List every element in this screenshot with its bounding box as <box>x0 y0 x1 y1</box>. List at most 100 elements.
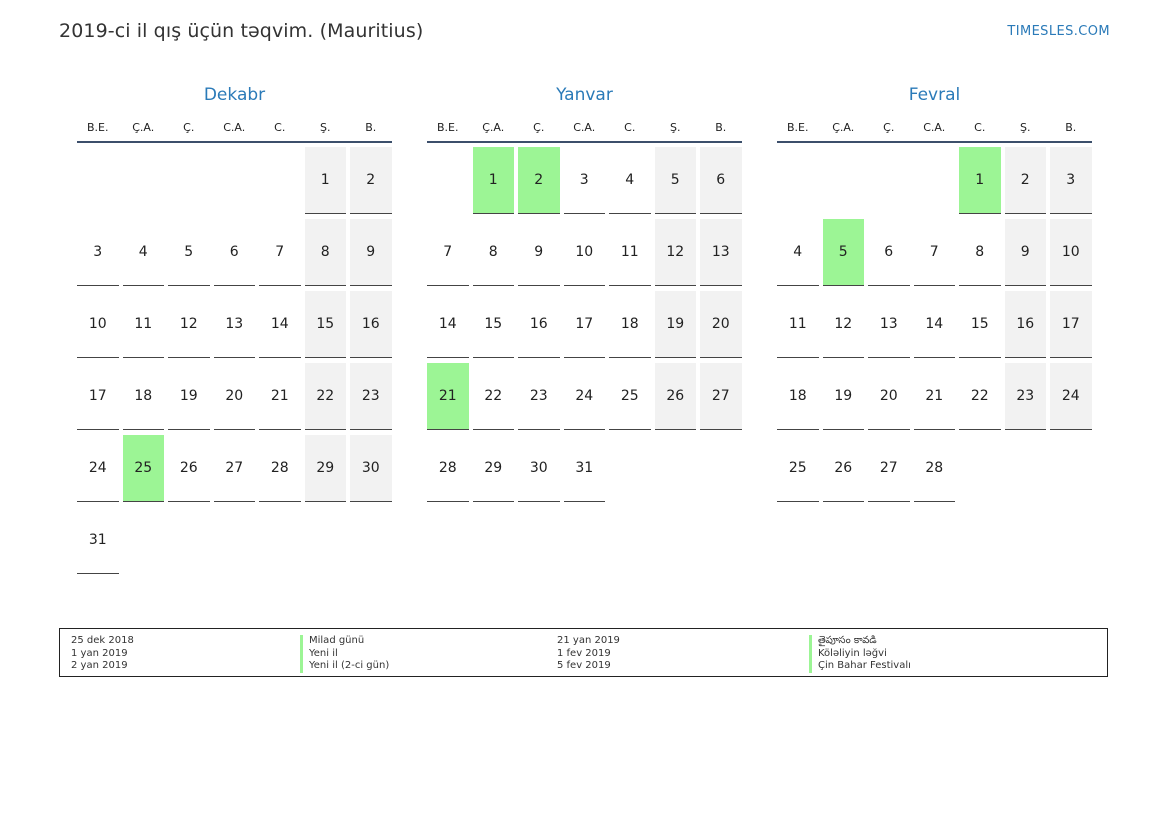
day-cell: 29 <box>304 435 346 502</box>
day-cell: 31 <box>77 507 119 574</box>
day-cell: 4 <box>609 147 651 214</box>
holiday-day-cell: 1 <box>959 147 1001 214</box>
holiday-day-cell: 5 <box>822 219 864 286</box>
weekday-label: Ç.A. <box>832 121 855 134</box>
weekday-label: B.E. <box>787 121 809 134</box>
day-cell: 26 <box>168 435 210 502</box>
day-cell: 24 <box>77 435 119 502</box>
day-cell: 11 <box>777 291 819 358</box>
empty-day-cell <box>427 147 469 214</box>
weekday-label: B. <box>1065 121 1077 134</box>
day-cell: 4 <box>777 219 819 286</box>
day-cell: 27 <box>700 363 742 430</box>
legend-dates-col-1: 25 dek 2018 1 yan 2019 2 yan 2019 <box>71 635 134 673</box>
day-cell: 10 <box>77 291 119 358</box>
month-dekabr: Dekabr B.E. Ç.A. Ç. C.A. C. Ş. B. 1 2 3 4 5 6 7 8 9 10 11 1… <box>77 82 392 574</box>
day-cell: 10 <box>563 219 605 286</box>
day-cell: 7 <box>913 219 955 286</box>
legend-dates-col-2: 21 yan 2019 1 fev 2019 5 fev 2019 <box>557 635 620 673</box>
day-cell: 9 <box>350 219 392 286</box>
day-cell: 6 <box>213 219 255 286</box>
day-cell: 28 <box>259 435 301 502</box>
day-cell: 22 <box>472 363 514 430</box>
legend-date: 2 yan 2019 <box>71 660 128 672</box>
day-cell: 11 <box>609 219 651 286</box>
holiday-day-cell: 1 <box>472 147 514 214</box>
day-cell: 2 <box>350 147 392 214</box>
day-cell: 12 <box>168 291 210 358</box>
day-cell: 24 <box>1050 363 1092 430</box>
day-cell: 28 <box>913 435 955 502</box>
day-cell: 18 <box>609 291 651 358</box>
empty-day-cell <box>168 147 210 214</box>
day-cell: 16 <box>350 291 392 358</box>
weekday-label: Ç. <box>533 121 545 134</box>
day-cell: 1 <box>304 147 346 214</box>
day-cell: 15 <box>959 291 1001 358</box>
day-cell: 22 <box>959 363 1001 430</box>
day-grid: 1 2 3 4 5 6 7 8 9 10 11 12 13 14 15 16 17 18 19 20 21 22 23 24 2… <box>777 147 1092 502</box>
weekday-label: Ş. <box>320 121 331 134</box>
day-cell: 21 <box>259 363 301 430</box>
month-title: Dekabr <box>203 85 266 105</box>
empty-day-cell <box>259 147 301 214</box>
day-cell: 21 <box>913 363 955 430</box>
empty-day-cell <box>123 147 165 214</box>
day-cell: 22 <box>304 363 346 430</box>
day-cell: 28 <box>427 435 469 502</box>
day-cell: 5 <box>168 219 210 286</box>
weekday-label: Ç.A. <box>132 121 155 134</box>
weekday-header: B.E. Ç.A. Ç. C.A. C. Ş. B. <box>777 114 1092 143</box>
empty-day-cell <box>77 147 119 214</box>
day-grid: 1 2 3 4 5 6 7 8 9 10 11 12 13 14 15 16 17 18 19 20 21 22 23 24 2… <box>77 147 392 574</box>
weekday-label: B. <box>715 121 727 134</box>
weekday-label: Ç. <box>883 121 895 134</box>
day-cell: 13 <box>868 291 910 358</box>
legend-date: 25 dek 2018 <box>71 635 134 646</box>
weekday-header: B.E. Ç.A. Ç. C.A. C. Ş. B. <box>427 114 742 143</box>
day-cell: 19 <box>168 363 210 430</box>
legend-date: 5 fev 2019 <box>557 660 611 672</box>
day-cell: 19 <box>654 291 696 358</box>
legend-date: 1 fev 2019 <box>557 647 611 659</box>
legend-holiday-name: Yeni il <box>300 647 389 661</box>
day-cell: 6 <box>700 147 742 214</box>
legend-names-col-1: Milad günü Yeni il Yeni il (2-ci gün) <box>300 635 389 673</box>
month-yanvar: Yanvar B.E. Ç.A. Ç. C.A. C. Ş. B. 1 2 3 4 5 6 7 8 9 10 11 1… <box>427 82 742 502</box>
day-cell: 18 <box>777 363 819 430</box>
day-cell: 12 <box>822 291 864 358</box>
empty-day-cell <box>868 147 910 214</box>
day-cell: 25 <box>777 435 819 502</box>
day-cell: 3 <box>77 219 119 286</box>
weekday-label: C. <box>974 121 986 134</box>
site-link[interactable]: TIMESLES.COM <box>1007 24 1110 39</box>
day-cell: 14 <box>913 291 955 358</box>
day-cell: 16 <box>1004 291 1046 358</box>
day-cell: 2 <box>1004 147 1046 214</box>
day-cell: 30 <box>518 435 560 502</box>
day-cell: 12 <box>654 219 696 286</box>
empty-day-cell <box>823 147 865 214</box>
day-cell: 8 <box>472 219 514 286</box>
day-cell: 25 <box>609 363 651 430</box>
month-title: Yanvar <box>556 85 613 105</box>
page-title: 2019-ci il qış üçün təqvim. (Mauritius) <box>59 20 424 42</box>
day-cell: 20 <box>700 291 742 358</box>
empty-day-cell <box>777 147 819 214</box>
empty-day-cell <box>214 147 256 214</box>
weekday-label: C. <box>274 121 286 134</box>
day-cell: 9 <box>518 219 560 286</box>
day-cell: 20 <box>868 363 910 430</box>
legend-holiday-name: తైపూసం కావడి <box>809 635 911 648</box>
day-cell: 3 <box>563 147 605 214</box>
day-cell: 8 <box>959 219 1001 286</box>
holiday-day-cell: 2 <box>518 147 560 214</box>
day-cell: 23 <box>1004 363 1046 430</box>
weekday-label: C.A. <box>573 121 596 134</box>
day-cell: 15 <box>472 291 514 358</box>
day-cell: 16 <box>518 291 560 358</box>
day-cell: 10 <box>1050 219 1092 286</box>
weekday-label: B.E. <box>87 121 109 134</box>
legend-date: 1 yan 2019 <box>71 647 128 659</box>
day-cell: 8 <box>304 219 346 286</box>
